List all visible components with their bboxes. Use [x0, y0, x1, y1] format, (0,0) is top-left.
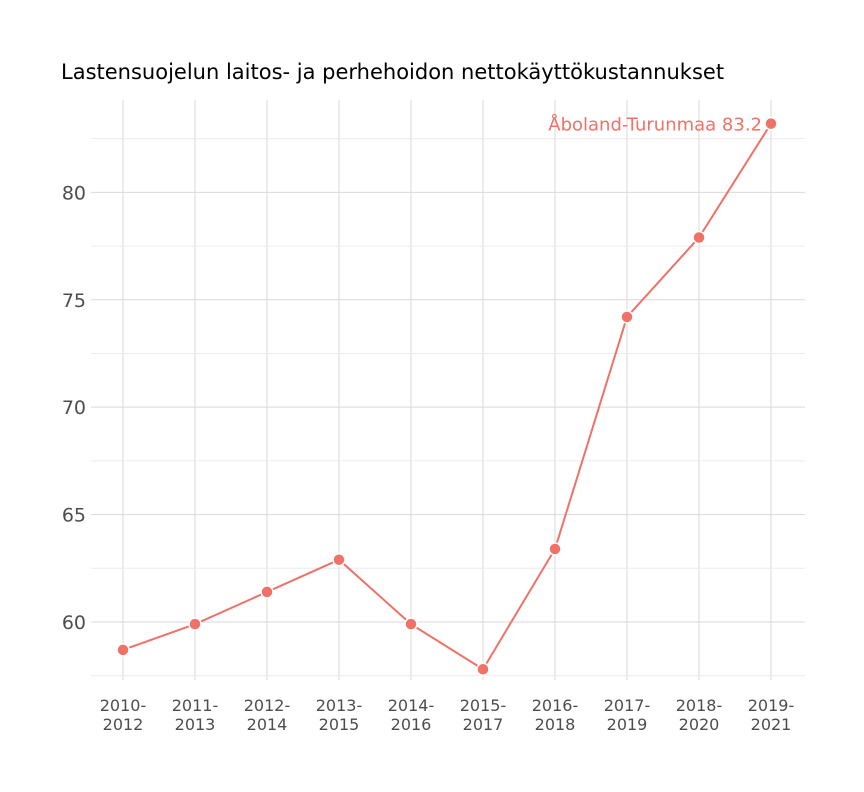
series-path — [122, 123, 772, 671]
x-tick-label: 2015-2017 — [460, 696, 507, 734]
y-tick-label: 70 — [62, 397, 86, 419]
x-tick-label: 2012-2014 — [244, 696, 291, 734]
data-point — [404, 617, 418, 631]
x-tick-label: 2013-2015 — [316, 696, 363, 734]
data-point — [188, 617, 202, 631]
x-tick-label: 2014-2016 — [388, 696, 435, 734]
y-tick-label: 75 — [62, 290, 86, 312]
y-tick-label: 80 — [62, 182, 86, 204]
x-tick-label: 2018-2020 — [676, 696, 723, 734]
data-point — [260, 585, 274, 599]
data-point — [764, 116, 778, 131]
x-tick-label: 2010-2012 — [100, 696, 147, 734]
grid — [91, 100, 805, 680]
x-axis: 2010-2012 2011-2013 2012-2014 2013-2015 2014… — [100, 696, 795, 734]
data-point — [476, 662, 490, 677]
data-point — [116, 643, 130, 657]
y-tick-label: 65 — [62, 505, 86, 527]
data-point — [548, 542, 562, 556]
x-tick-label: 2017-2019 — [604, 696, 651, 734]
data-point — [332, 552, 346, 567]
y-axis: 60 65 70 75 80 — [62, 182, 86, 634]
x-tick-label: 2011-2013 — [172, 696, 219, 734]
data-point — [620, 310, 634, 324]
x-tick-label: 2016-2018 — [532, 696, 579, 734]
y-tick-label: 60 — [62, 612, 86, 634]
end-label: Åboland-Turunmaa 83.2 — [548, 114, 762, 136]
series-line — [116, 116, 778, 677]
data-point — [692, 230, 706, 245]
x-tick-label: 2019-2021 — [748, 696, 795, 734]
chart-title: Lastensuojelun laitos- ja perhehoidon ne… — [61, 60, 724, 84]
